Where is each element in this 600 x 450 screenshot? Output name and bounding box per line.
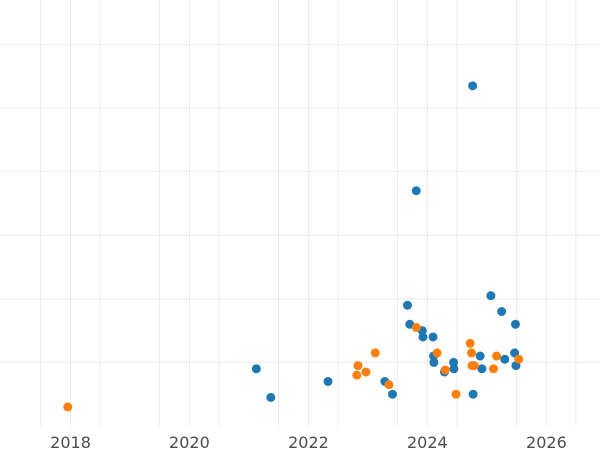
scatter-point-series-1 bbox=[251, 364, 261, 374]
scatter-point-series-2 bbox=[465, 338, 475, 348]
x-tick-label: 2026 bbox=[526, 433, 567, 450]
scatter-point-series-1 bbox=[475, 351, 485, 361]
x-tick-labels: 2018 2020 2022 2024 2026 bbox=[50, 433, 567, 450]
scatter-point-series-1 bbox=[468, 81, 478, 91]
scatter-point-series-2 bbox=[514, 354, 524, 364]
data-points bbox=[63, 81, 524, 412]
scatter-point-series-1 bbox=[428, 332, 438, 342]
scatter-point-series-2 bbox=[451, 389, 461, 399]
scatter-point-series-2 bbox=[492, 351, 502, 361]
grid bbox=[0, 0, 600, 426]
scatter-point-series-1 bbox=[402, 300, 412, 310]
scatter-point-series-2 bbox=[469, 361, 479, 371]
scatter-point-series-1 bbox=[323, 376, 333, 386]
scatter-point-series-1 bbox=[429, 357, 439, 367]
scatter-point-series-1 bbox=[497, 307, 507, 317]
scatter-point-series-1 bbox=[418, 332, 428, 342]
scatter-point-series-2 bbox=[353, 361, 363, 371]
scatter-point-series-1 bbox=[266, 392, 276, 402]
scatter-point-series-2 bbox=[370, 348, 380, 358]
scatter-point-series-1 bbox=[486, 291, 496, 301]
scatter-point-series-1 bbox=[500, 354, 510, 364]
scatter-point-series-2 bbox=[361, 367, 371, 377]
scatter-point-series-1 bbox=[477, 364, 487, 374]
scatter-point-series-2 bbox=[440, 365, 450, 375]
scatter-point-series-1 bbox=[449, 364, 459, 374]
scatter-point-series-1 bbox=[449, 357, 459, 367]
scatter-point-series-2 bbox=[466, 348, 476, 358]
scatter-point-series-2 bbox=[432, 348, 442, 358]
x-tick-label: 2022 bbox=[288, 433, 329, 450]
scatter-point-series-2 bbox=[352, 370, 362, 380]
scatter-point-series-1 bbox=[510, 319, 520, 329]
scatter-point-series-1 bbox=[411, 186, 421, 196]
x-tick-label: 2024 bbox=[407, 433, 448, 450]
scatter-point-series-2 bbox=[384, 380, 394, 390]
scatter-point-series-2 bbox=[63, 402, 73, 412]
scatter-point-series-1 bbox=[388, 389, 398, 399]
scatter-point-series-2 bbox=[411, 322, 421, 332]
x-tick-label: 2018 bbox=[50, 433, 91, 450]
scatter-point-series-1 bbox=[468, 389, 478, 399]
scatter-point-series-2 bbox=[488, 364, 498, 374]
x-tick-label: 2020 bbox=[169, 433, 210, 450]
